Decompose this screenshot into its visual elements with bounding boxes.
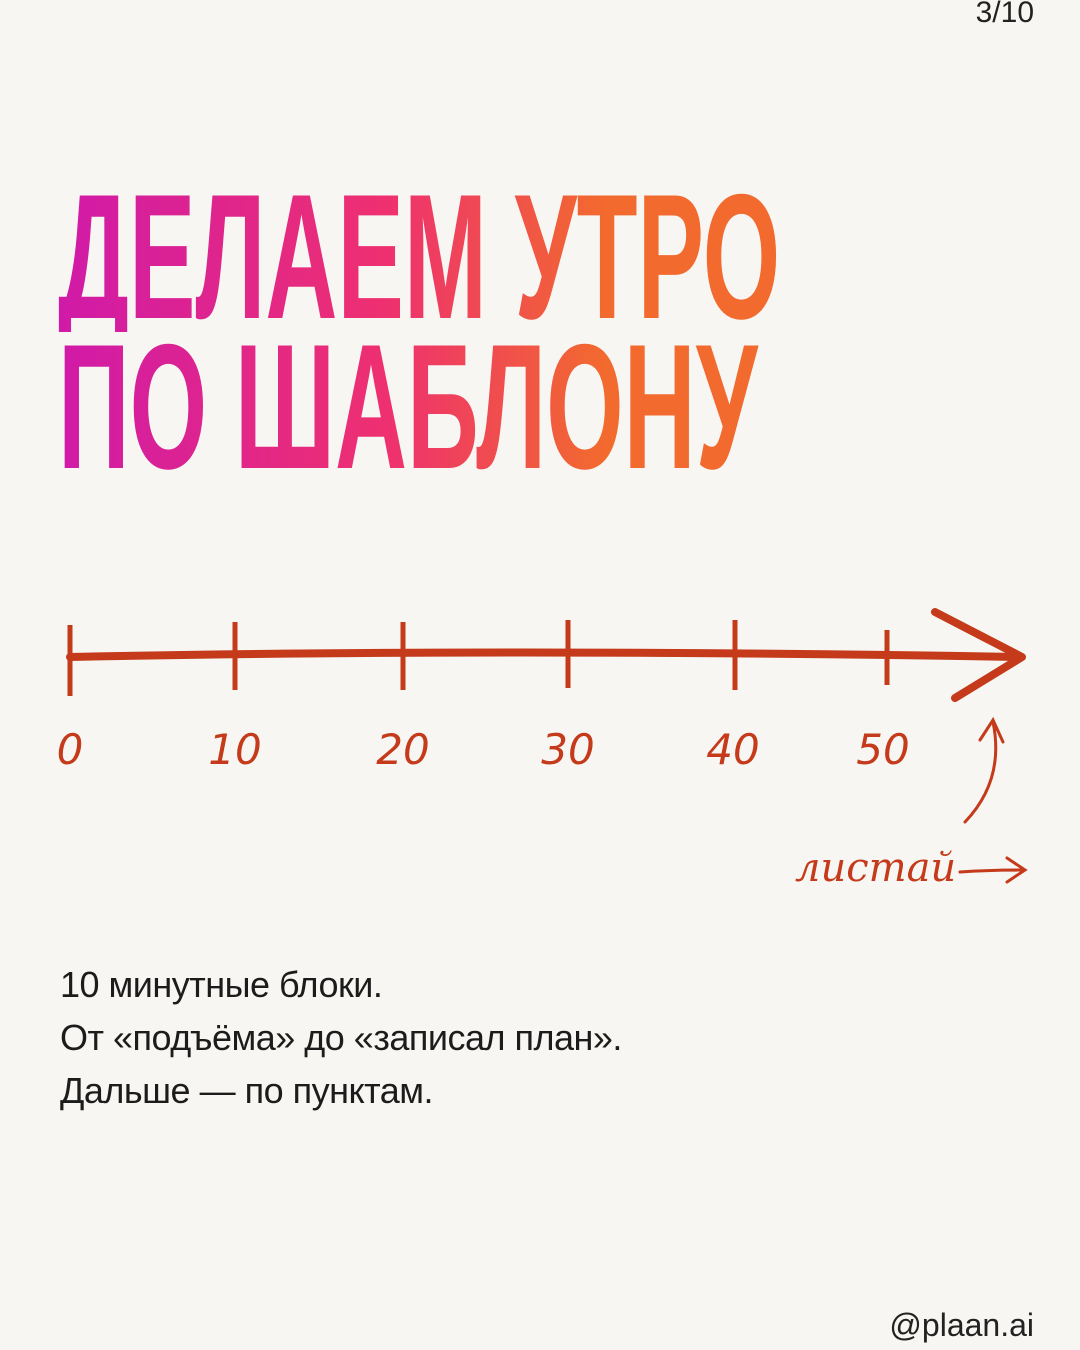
tick-label-20: 20 bbox=[376, 725, 430, 774]
swipe-hint-label: листай bbox=[795, 845, 957, 891]
tick-label-10: 10 bbox=[208, 725, 262, 774]
tick-label-0: 0 bbox=[56, 725, 84, 774]
arrow-right-icon bbox=[958, 856, 1028, 884]
account-handle: @plaan.ai bbox=[889, 1307, 1034, 1343]
page-title: ДЕЛАЕМ УТРО ПО ШАБЛОНУ → bbox=[58, 168, 1080, 506]
page-indicator: 3/10 bbox=[975, 0, 1034, 29]
swipe-hint: листай bbox=[795, 845, 956, 891]
tick-label-30: 30 bbox=[541, 725, 595, 774]
body-line: От «подъёма» до «записал план». bbox=[60, 1017, 622, 1058]
body-line: 10 минутные блоки. bbox=[60, 964, 383, 1005]
title-line-2: ПО ШАБЛОНУ → bbox=[58, 307, 886, 506]
tick-label-40: 40 bbox=[706, 725, 760, 774]
curved-arrow-up-icon bbox=[963, 716, 1005, 824]
tick-label-50: 50 bbox=[856, 725, 910, 774]
body-text: 10 минутные блоки. От «подъёма» до «запи… bbox=[60, 958, 622, 1117]
body-line: Дальше — по пунктам. bbox=[60, 1070, 433, 1111]
timeline-axis-line bbox=[66, 648, 1024, 661]
timeline-arrow-head-icon bbox=[931, 608, 1026, 702]
title-line-1: ДЕЛАЕМ УТРО bbox=[58, 168, 786, 346]
timeline bbox=[66, 608, 1026, 824]
